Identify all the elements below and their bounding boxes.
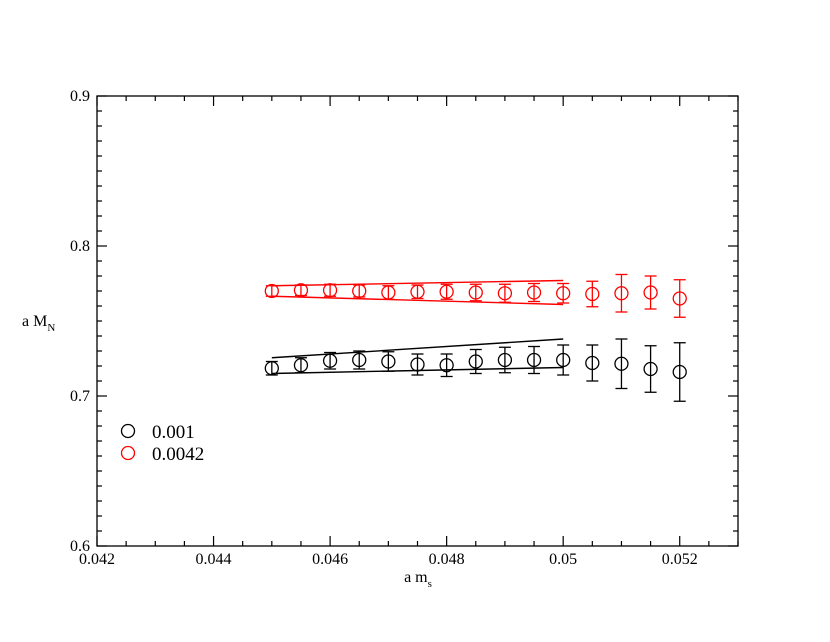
x-tick-label: 0.046 xyxy=(312,551,348,568)
data-point xyxy=(468,348,483,375)
data-point xyxy=(410,353,425,376)
x-tick-label: 0.048 xyxy=(429,551,465,568)
data-point xyxy=(497,283,513,303)
fit-band-lower xyxy=(271,295,564,306)
point-marker xyxy=(264,361,279,376)
y-tick-label: 0.7 xyxy=(70,388,90,405)
y-axis-label: a MN xyxy=(22,313,55,334)
data-point xyxy=(264,283,279,299)
data-point xyxy=(293,357,309,374)
point-marker xyxy=(439,358,454,373)
data-point xyxy=(322,283,338,298)
data-point xyxy=(322,351,338,370)
point-marker xyxy=(352,352,367,368)
legend-label-0.0042: 0.0042 xyxy=(152,444,204,465)
data-point xyxy=(381,285,396,300)
data-point xyxy=(468,283,483,302)
x-axis-label-sub: s xyxy=(428,578,432,590)
point-marker xyxy=(643,285,658,300)
y-tick-label: 0.9 xyxy=(70,88,90,105)
data-point xyxy=(293,283,309,298)
data-point xyxy=(585,344,600,382)
plot-frame xyxy=(96,95,739,547)
data-point xyxy=(672,342,687,402)
point-marker xyxy=(672,364,687,380)
point-marker xyxy=(526,352,542,368)
data-point xyxy=(439,283,454,300)
x-axis-label-text: a m xyxy=(404,569,428,586)
point-marker xyxy=(556,352,571,368)
legend-marker-0.001 xyxy=(120,423,136,439)
x-tick-label: 0.05 xyxy=(549,551,577,568)
data-point xyxy=(556,344,571,376)
tick-labels: 0.042 0.044 0.046 0.048 0.05 0.052 0.6 0.7 0.8 0.… xyxy=(70,88,698,568)
point-marker xyxy=(497,352,513,368)
data-point xyxy=(381,351,396,372)
fit-bands xyxy=(271,279,564,375)
point-marker xyxy=(410,284,425,299)
data-point xyxy=(672,279,687,318)
point-marker xyxy=(293,283,309,298)
point-marker xyxy=(672,291,687,306)
data-point xyxy=(643,275,658,310)
data-point xyxy=(526,345,542,375)
data-point xyxy=(556,282,571,304)
data-point xyxy=(439,353,454,378)
fit-band-upper xyxy=(271,338,564,359)
point-marker xyxy=(322,283,338,298)
legend-marker-0.0042 xyxy=(120,445,136,461)
x-tick-label: 0.052 xyxy=(662,551,698,568)
point-marker xyxy=(585,286,600,302)
point-marker xyxy=(322,353,338,368)
y-axis-label-text: a M xyxy=(22,313,47,330)
point-marker xyxy=(410,357,425,372)
data-point xyxy=(614,273,629,313)
x-tick-label: 0.042 xyxy=(79,551,115,568)
data-point xyxy=(643,345,658,393)
data-point xyxy=(264,360,279,376)
legend: 0.001 0.0042 xyxy=(120,422,204,465)
y-axis-label-sub: N xyxy=(47,322,55,334)
data-point xyxy=(614,338,629,390)
point-marker xyxy=(585,355,600,371)
point-marker xyxy=(556,286,571,301)
point-marker xyxy=(381,354,396,369)
data-point xyxy=(497,346,513,374)
point-marker xyxy=(468,285,483,300)
point-marker xyxy=(614,356,629,371)
x-tick-label: 0.044 xyxy=(196,551,232,568)
point-marker xyxy=(293,358,309,373)
axis-ticks xyxy=(96,95,739,547)
point-marker xyxy=(526,285,542,300)
point-marker xyxy=(468,354,483,369)
x-axis-label: a ms xyxy=(404,569,432,590)
data-point xyxy=(410,284,425,300)
point-marker xyxy=(439,284,454,299)
point-marker xyxy=(352,283,367,299)
point-marker xyxy=(497,286,513,301)
point-marker xyxy=(381,285,396,300)
point-marker xyxy=(643,361,658,377)
point-marker xyxy=(614,286,629,301)
fit-band-upper xyxy=(271,279,564,287)
y-tick-label: 0.6 xyxy=(70,538,90,555)
point-marker xyxy=(264,283,279,299)
data-point xyxy=(526,282,542,303)
data-point xyxy=(352,350,367,370)
data-points xyxy=(264,273,687,402)
legend-label-0.001: 0.001 xyxy=(152,422,195,443)
data-point xyxy=(585,280,600,308)
y-tick-label: 0.8 xyxy=(70,238,90,255)
data-point xyxy=(352,283,367,299)
